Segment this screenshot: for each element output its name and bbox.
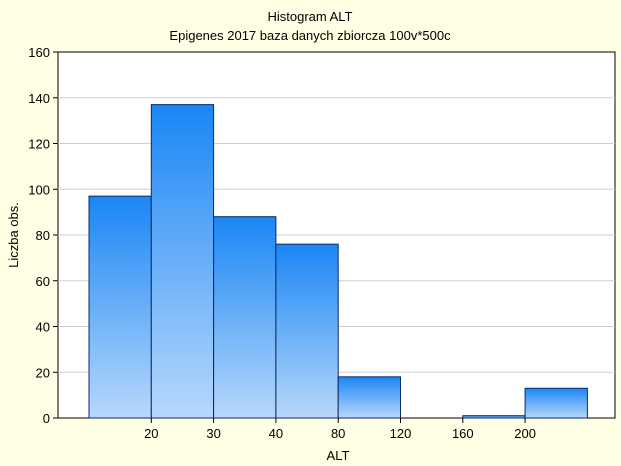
y-axis-ticks: 0 20 40 60 80 100 120 140 160 xyxy=(28,45,58,426)
x-tick-label: 200 xyxy=(514,426,536,441)
y-tick-label: 40 xyxy=(36,320,50,335)
histogram-bar xyxy=(88,195,152,419)
y-axis-label: Liczba obs. xyxy=(6,202,21,268)
y-tick-label: 100 xyxy=(28,182,50,197)
y-tick-label: 60 xyxy=(36,274,50,289)
y-tick-label: 160 xyxy=(28,45,50,60)
chart-title: Histogram ALT xyxy=(267,9,352,24)
x-axis-label: ALT xyxy=(327,448,350,463)
x-tick-label: 80 xyxy=(331,426,345,441)
histogram-bar xyxy=(275,243,339,419)
y-tick-label: 120 xyxy=(28,137,50,152)
x-tick-label: 40 xyxy=(269,426,283,441)
x-tick-label: 30 xyxy=(206,426,220,441)
x-tick-label: 20 xyxy=(144,426,158,441)
histogram-bar xyxy=(524,387,588,419)
y-tick-label: 20 xyxy=(36,365,50,380)
x-tick-label: 120 xyxy=(390,426,412,441)
chart-subtitle: Epigenes 2017 baza danych zbiorcza 100v*… xyxy=(169,28,451,43)
y-tick-label: 0 xyxy=(43,411,50,426)
x-tick-label: 160 xyxy=(452,426,474,441)
histogram-bar xyxy=(462,415,526,419)
y-tick-label: 140 xyxy=(28,91,50,106)
histogram-bar xyxy=(150,104,215,419)
bars xyxy=(88,104,588,419)
histogram-bar xyxy=(337,376,402,419)
y-tick-label: 80 xyxy=(36,228,50,243)
histogram-bar xyxy=(213,216,277,419)
x-axis-ticks: 20 30 40 80 120 160 200 xyxy=(144,418,536,441)
